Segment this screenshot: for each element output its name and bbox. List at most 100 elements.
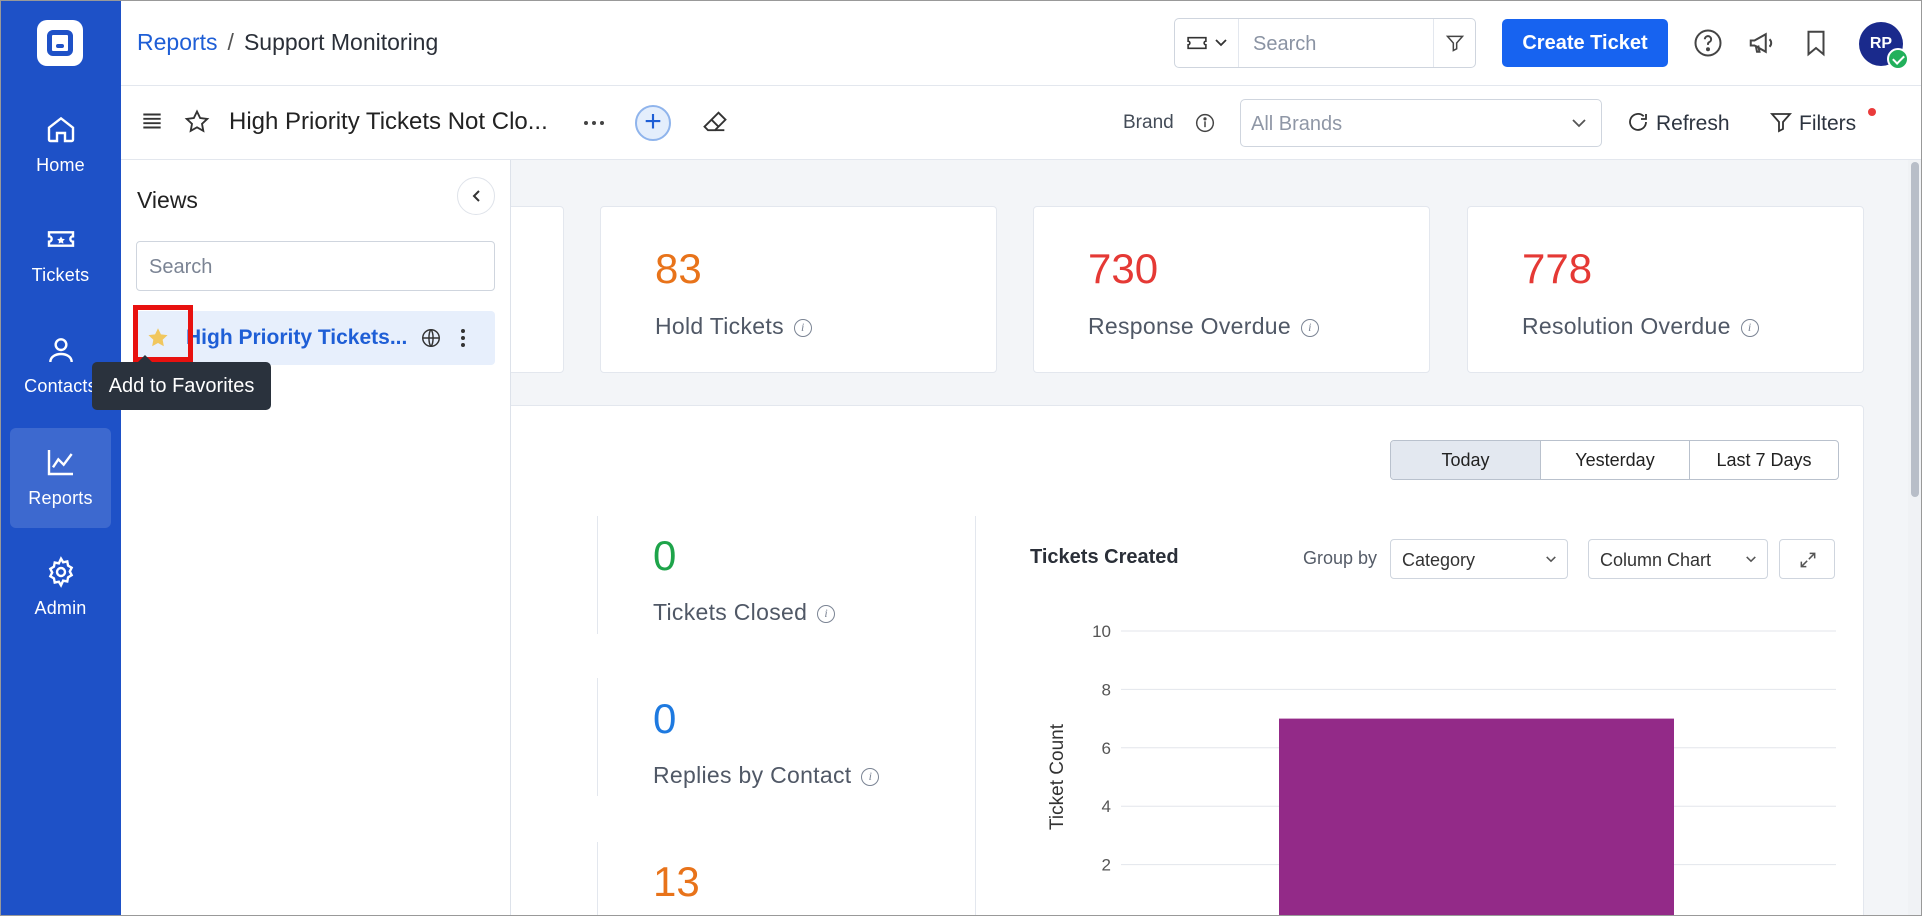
announcement-icon[interactable] [1747, 28, 1777, 58]
gear-icon [48, 556, 73, 588]
expand-icon [1800, 552, 1816, 568]
report-toolbar: High Priority Tickets Not Clo... + Brand… [121, 86, 1922, 160]
ticket-icon [47, 231, 74, 247]
brand-select-placeholder: All Brands [1251, 113, 1343, 135]
group-by-select[interactable]: Category [1390, 539, 1568, 579]
home-icon [47, 116, 74, 143]
more-vertical-icon[interactable] [459, 327, 467, 349]
kpi-card-hold[interactable]: 83 Hold Tickets i [600, 206, 997, 373]
chart-title: Tickets Created [1030, 546, 1179, 568]
expand-chart-button[interactable] [1779, 539, 1835, 579]
views-search-placeholder: Search [149, 256, 213, 278]
user-avatar[interactable]: RP [1859, 22, 1909, 70]
eraser-icon[interactable] [701, 108, 729, 136]
filters-button[interactable]: Filters [1769, 110, 1856, 136]
more-options-icon[interactable] [581, 116, 607, 130]
kpi-label: Hold Tickets i [655, 313, 812, 340]
top-header: Reports / Support Monitoring Search Create… [121, 0, 1922, 86]
bookmark-icon[interactable] [1801, 28, 1831, 58]
add-view-button[interactable]: + [635, 105, 671, 141]
divider [597, 516, 598, 634]
info-icon: i [793, 318, 812, 337]
breadcrumb-reports-link[interactable]: Reports [137, 29, 218, 55]
breadcrumb-separator: / [227, 29, 234, 55]
nav-contacts[interactable]: Contacts [10, 316, 111, 416]
plus-icon: + [644, 105, 662, 138]
group-by-value: Category [1402, 550, 1476, 570]
person-icon [48, 338, 73, 363]
menu-icon[interactable] [139, 108, 165, 134]
online-status-icon [1887, 48, 1909, 70]
breadcrumb-current: Support Monitoring [243, 29, 439, 55]
scrollbar-thumb[interactable] [1911, 162, 1919, 497]
kpi-card-resolution-overdue[interactable]: 778 Resolution Overdue i [1467, 206, 1864, 373]
page-scrollbar[interactable] [1908, 160, 1922, 916]
nav-home[interactable]: Home [10, 95, 111, 195]
nav-reports[interactable]: Reports [10, 428, 111, 528]
filter-icon [1770, 113, 1792, 133]
help-icon[interactable] [1693, 28, 1723, 58]
date-range-last-7-days[interactable]: Last 7 Days [1689, 441, 1838, 479]
y-tick-label: 2 [1102, 856, 1111, 875]
stat-label: Tickets Closed i [653, 599, 836, 626]
report-title: High Priority Tickets Not Clo... [229, 108, 548, 135]
kpi-card-response-overdue[interactable]: 730 Response Overdue i [1033, 206, 1430, 373]
y-tick-label: 4 [1102, 797, 1111, 816]
nav-admin[interactable]: Admin [10, 538, 111, 638]
nav-home-label: Home [36, 155, 85, 175]
info-icon [1195, 113, 1215, 133]
create-ticket-button[interactable]: Create Ticket [1502, 19, 1668, 67]
chevron-left-icon [472, 190, 480, 202]
y-tick-label: 6 [1102, 739, 1111, 758]
date-range-yesterday[interactable]: Yesterday [1540, 441, 1689, 479]
kpi-value: 778 [1522, 245, 1593, 292]
tickets-created-chart: 1086420Ticket Count [1047, 622, 1836, 916]
stat-label: Replies by Contact i [653, 762, 880, 789]
highlight-box [133, 305, 193, 362]
stat-value: 0 [653, 532, 677, 579]
chart-type-select[interactable]: Column Chart [1588, 539, 1768, 579]
avatar-initials: RP [1869, 35, 1893, 52]
group-by-label: Group by [1303, 548, 1378, 568]
nav-tickets[interactable]: Tickets [10, 205, 111, 305]
ticket-icon [1186, 36, 1207, 50]
search-filter-button[interactable] [1433, 19, 1475, 67]
brand-select[interactable]: All Brands [1240, 99, 1602, 147]
refresh-label: Refresh [1656, 112, 1730, 135]
kpi-value: 83 [655, 245, 702, 292]
info-icon: i [1740, 318, 1759, 337]
views-title: Views [137, 187, 198, 213]
brand-label: Brand [1123, 112, 1174, 133]
add-to-favorites-tooltip: Add to Favorites [92, 355, 271, 410]
star-favorite-icon[interactable] [145, 325, 171, 351]
app-logo[interactable] [37, 20, 83, 66]
chevron-down-icon [1546, 556, 1556, 563]
collapse-views-button[interactable] [457, 177, 495, 215]
refresh-button[interactable]: Refresh [1626, 110, 1730, 136]
chart-type-value: Column Chart [1600, 550, 1712, 570]
date-range-today[interactable]: Today [1391, 441, 1540, 479]
chart-line-icon [47, 450, 73, 476]
nav-tickets-label: Tickets [31, 265, 90, 285]
filter-icon [1445, 35, 1464, 52]
activity-panel: Today Yesterday Last 7 Days 0 Tickets Cl… [505, 405, 1864, 916]
global-search-input[interactable]: Search [1253, 33, 1317, 55]
chevron-down-icon [1214, 39, 1227, 47]
filter-active-dot [1868, 108, 1876, 116]
search-type-dropdown[interactable] [1175, 19, 1239, 67]
breadcrumb: Reports / Support Monitoring [137, 29, 438, 56]
y-axis-label: Ticket Count [1047, 723, 1068, 830]
global-search: Search [1174, 18, 1476, 68]
star-outline-icon[interactable] [183, 108, 211, 136]
y-tick-label: 8 [1102, 680, 1111, 699]
globe-icon [422, 329, 440, 347]
info-icon: i [1300, 318, 1319, 337]
app-sidebar: Home Tickets Contacts Reports Admin [0, 0, 121, 916]
chevron-down-icon [1572, 119, 1586, 128]
info-icon: i [861, 767, 880, 786]
stat-value: 13 [653, 858, 700, 905]
chevron-down-icon [1746, 556, 1756, 563]
views-search-input[interactable]: Search [136, 241, 495, 291]
views-panel: Views Search High Priority Tickets... [121, 160, 511, 916]
view-item[interactable]: High Priority Tickets... [136, 311, 495, 365]
